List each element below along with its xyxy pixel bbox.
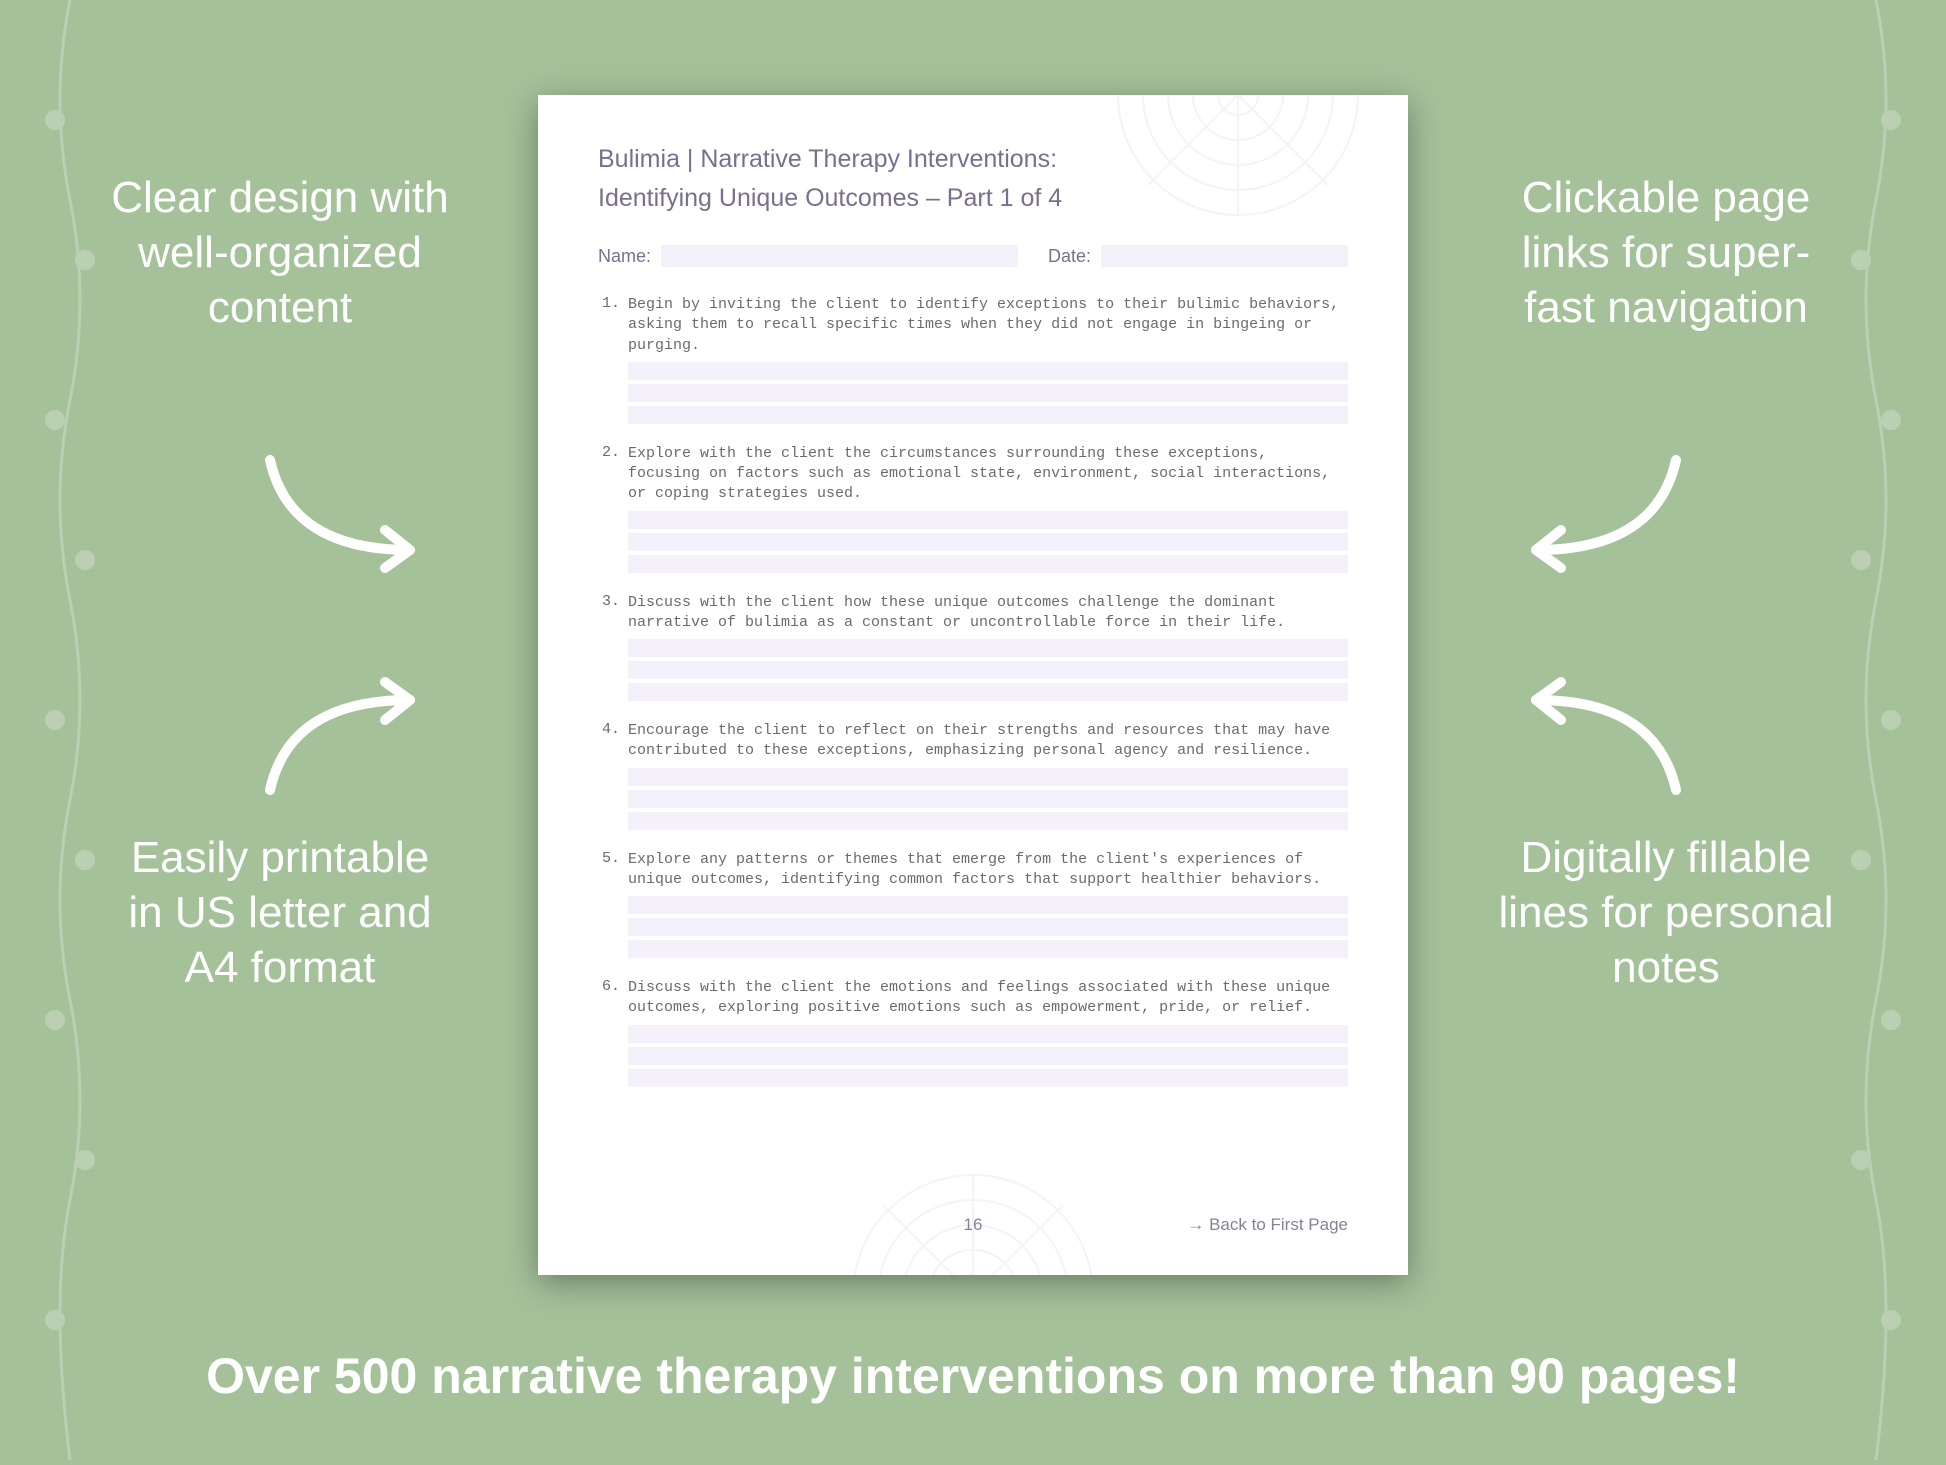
name-field[interactable] bbox=[661, 245, 1018, 267]
worksheet-item: 4.Encourage the client to reflect on the… bbox=[598, 721, 1348, 830]
fill-line[interactable] bbox=[628, 555, 1348, 573]
fill-line[interactable] bbox=[628, 1069, 1348, 1087]
item-text: Encourage the client to reflect on their… bbox=[628, 721, 1348, 762]
worksheet-item: 2.Explore with the client the circumstan… bbox=[598, 444, 1348, 573]
name-label: Name: bbox=[598, 246, 651, 267]
fill-line[interactable] bbox=[628, 511, 1348, 529]
item-number: 2. bbox=[598, 444, 620, 505]
worksheet-item: 3.Discuss with the client how these uniq… bbox=[598, 593, 1348, 702]
item-number: 3. bbox=[598, 593, 620, 634]
meta-row: Name: Date: bbox=[598, 245, 1348, 267]
bottom-banner: Over 500 narrative therapy interventions… bbox=[0, 1347, 1946, 1405]
fill-line[interactable] bbox=[628, 362, 1348, 380]
page-footer: 16 → Back to First Page bbox=[598, 1215, 1348, 1235]
worksheet-item: 5.Explore any patterns or themes that em… bbox=[598, 850, 1348, 959]
fill-line[interactable] bbox=[628, 896, 1348, 914]
fill-line[interactable] bbox=[628, 406, 1348, 424]
fill-line[interactable] bbox=[628, 940, 1348, 958]
fill-line[interactable] bbox=[628, 790, 1348, 808]
fill-line[interactable] bbox=[628, 683, 1348, 701]
fill-line[interactable] bbox=[628, 384, 1348, 402]
fill-line[interactable] bbox=[628, 812, 1348, 830]
item-number: 4. bbox=[598, 721, 620, 762]
date-field[interactable] bbox=[1101, 245, 1348, 267]
fill-lines bbox=[628, 362, 1348, 424]
fill-line[interactable] bbox=[628, 1047, 1348, 1065]
callout-bottom-left: Easily printable in US letter and A4 for… bbox=[110, 830, 450, 995]
document-subtitle: Identifying Unique Outcomes – Part 1 of … bbox=[598, 184, 1348, 213]
callout-top-right: Clickable page links for super-fast navi… bbox=[1496, 170, 1836, 335]
fill-line[interactable] bbox=[628, 1025, 1348, 1043]
worksheet-item: 1.Begin by inviting the client to identi… bbox=[598, 295, 1348, 424]
fill-line[interactable] bbox=[628, 639, 1348, 657]
arrow-top-left bbox=[250, 450, 430, 570]
callout-top-left: Clear design with well-organized content bbox=[110, 170, 450, 335]
callout-bottom-right: Digitally fillable lines for personal no… bbox=[1496, 830, 1836, 995]
worksheet-item: 6.Discuss with the client the emotions a… bbox=[598, 978, 1348, 1087]
arrow-bottom-left bbox=[250, 680, 430, 800]
page-number: 16 bbox=[964, 1215, 983, 1235]
arrow-bottom-right bbox=[1516, 680, 1696, 800]
item-number: 1. bbox=[598, 295, 620, 356]
fill-line[interactable] bbox=[628, 918, 1348, 936]
item-text: Explore any patterns or themes that emer… bbox=[628, 850, 1348, 891]
date-label: Date: bbox=[1048, 246, 1091, 267]
fill-line[interactable] bbox=[628, 768, 1348, 786]
items-list: 1.Begin by inviting the client to identi… bbox=[598, 295, 1348, 1087]
item-text: Discuss with the client how these unique… bbox=[628, 593, 1348, 634]
document-title: Bulimia | Narrative Therapy Intervention… bbox=[598, 145, 1348, 174]
document-page: Bulimia | Narrative Therapy Intervention… bbox=[538, 95, 1408, 1275]
fill-lines bbox=[628, 768, 1348, 830]
item-text: Begin by inviting the client to identify… bbox=[628, 295, 1348, 356]
fill-line[interactable] bbox=[628, 533, 1348, 551]
fill-lines bbox=[628, 896, 1348, 958]
item-number: 6. bbox=[598, 978, 620, 1019]
item-text: Explore with the client the circumstance… bbox=[628, 444, 1348, 505]
fill-line[interactable] bbox=[628, 661, 1348, 679]
fill-lines bbox=[628, 1025, 1348, 1087]
arrow-top-right bbox=[1516, 450, 1696, 570]
fill-lines bbox=[628, 511, 1348, 573]
item-number: 5. bbox=[598, 850, 620, 891]
item-text: Discuss with the client the emotions and… bbox=[628, 978, 1348, 1019]
back-to-first-page-link[interactable]: → Back to First Page bbox=[1187, 1215, 1348, 1235]
fill-lines bbox=[628, 639, 1348, 701]
